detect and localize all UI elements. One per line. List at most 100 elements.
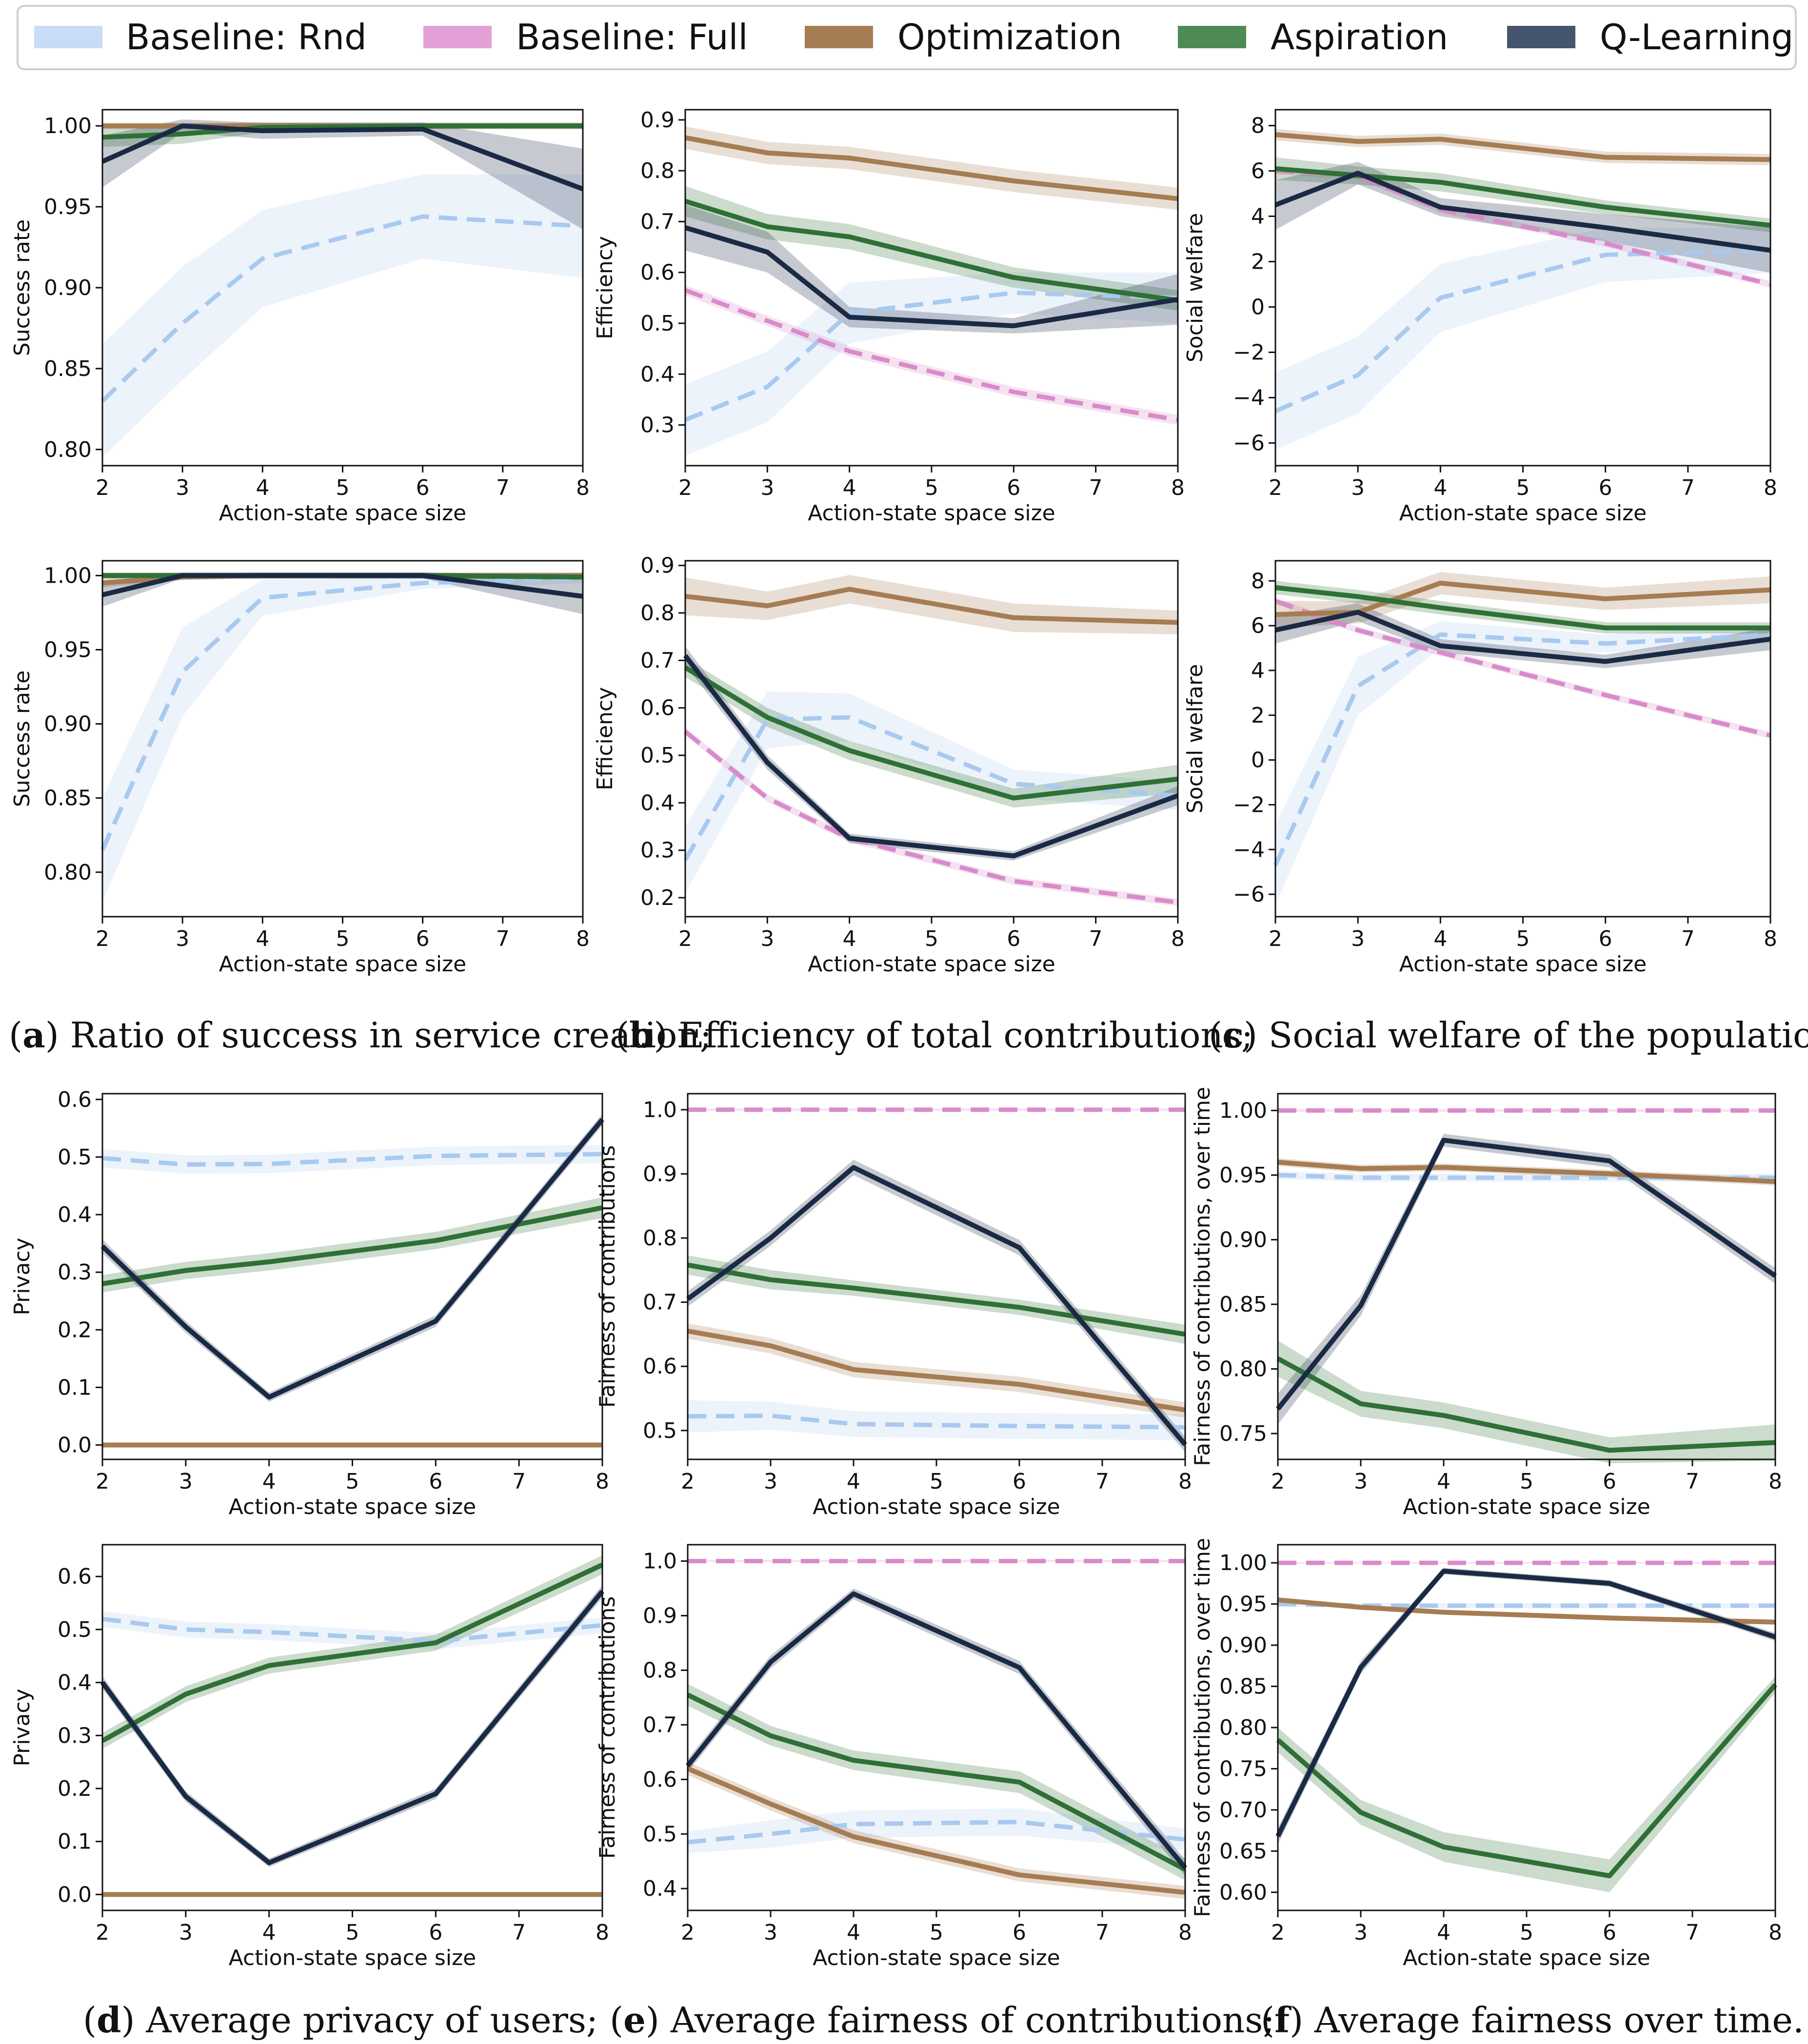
series-line-opt <box>1277 1160 1776 1184</box>
series-line-rnd <box>684 290 1178 422</box>
x-tick-label: 5 <box>1520 1469 1533 1494</box>
y-axis-label: Success rate <box>10 670 35 807</box>
chart-panel-6: 2 3 4 5 6 7 8 −6 −4 −2 0 2 4 6 8 Action-state space siz… <box>1183 560 1777 977</box>
y-tick-label: 0.60 <box>1219 1880 1267 1905</box>
chart-panel-4: 2 3 4 5 6 7 8 0.80 0.85 0.90 0.95 1.00 Action-state … <box>10 560 590 977</box>
x-axis-label: Action-state space size <box>1399 952 1647 977</box>
y-tick-label: 0.0 <box>58 1882 92 1907</box>
y-tick-label: 0.75 <box>1219 1421 1267 1446</box>
y-tick-label: 0.85 <box>44 786 92 811</box>
y-tick-label: 0.65 <box>1219 1839 1267 1864</box>
x-tick-label: 8 <box>1764 926 1777 951</box>
series-line-rnd <box>1274 248 1771 413</box>
band-ql <box>1275 603 1770 668</box>
y-tick-label: 0.80 <box>44 437 92 462</box>
caption-a: (a) Ratio of success in service creation… <box>9 1014 712 1056</box>
band-rnd <box>102 174 583 458</box>
plot-area <box>102 1094 602 1459</box>
x-tick-label: 8 <box>1768 1920 1782 1945</box>
y-tick-label: 0.4 <box>643 1876 677 1901</box>
y-tick-label: 0.8 <box>643 1658 677 1683</box>
series-line-ql <box>1274 171 1771 253</box>
x-tick-label: 4 <box>847 1469 860 1494</box>
x-tick-label: 8 <box>576 926 590 951</box>
y-axis-label: Social welfare <box>1183 664 1208 813</box>
x-tick-label: 4 <box>1433 926 1447 951</box>
x-tick-label: 5 <box>336 475 350 500</box>
y-tick-label: 1.00 <box>44 563 92 588</box>
band-ql <box>102 119 583 230</box>
panels: 2 3 4 5 6 7 80.800.850.900.951.00Action-state … <box>10 108 1782 1970</box>
y-tick-label: 0.5 <box>640 743 675 768</box>
x-tick-label: 2 <box>681 1920 695 1945</box>
x-tick-label: 6 <box>429 1920 442 1945</box>
x-tick-label: 5 <box>1516 475 1530 500</box>
x-tick-label: 3 <box>1354 1920 1368 1945</box>
y-tick-label: 8 <box>1251 569 1265 593</box>
x-tick-label: 6 <box>1013 1469 1026 1494</box>
y-tick-label: 0.7 <box>643 1712 677 1737</box>
series-line-asp <box>684 665 1178 801</box>
x-tick-label: 2 <box>96 475 109 500</box>
x-tick-label: 4 <box>1437 1469 1450 1494</box>
y-tick-label: 0.90 <box>44 712 92 737</box>
series-line-opt <box>687 1328 1186 1413</box>
x-tick-label: 6 <box>1599 926 1612 951</box>
caption-e: (e) Average fairness of contributions; <box>610 1999 1275 2041</box>
y-tick-label: 0 <box>1251 748 1265 773</box>
y-tick-label: 0.6 <box>640 696 675 721</box>
x-axis-label: Action-state space size <box>813 1946 1060 1970</box>
x-tick-label: 5 <box>1516 926 1530 951</box>
y-tick-label: 0.0 <box>58 1433 92 1457</box>
y-tick-label: 0.80 <box>44 860 92 885</box>
y-tick-label: 0.2 <box>640 885 675 910</box>
x-tick-label: 2 <box>1271 1920 1285 1945</box>
y-tick-label: 0.80 <box>1219 1715 1267 1740</box>
series-line-rnd <box>1273 632 1771 866</box>
x-tick-label: 8 <box>1171 926 1185 951</box>
y-tick-label: 0.7 <box>643 1290 677 1315</box>
x-tick-label: 3 <box>764 1469 777 1494</box>
y-axis-label: Fairness of contributions <box>595 1145 620 1408</box>
y-tick-label: 0.75 <box>1219 1756 1267 1781</box>
x-tick-label: 2 <box>681 1469 695 1494</box>
series-line-ql <box>101 123 584 192</box>
x-tick-label: 4 <box>843 475 856 500</box>
plot-area <box>1278 1094 1775 1459</box>
y-axis-label: Privacy <box>10 1689 35 1766</box>
x-tick-label: 5 <box>346 1469 359 1494</box>
x-tick-label: 5 <box>925 926 938 951</box>
x-tick-label: 8 <box>1178 1469 1192 1494</box>
y-tick-label: 0.9 <box>640 553 675 578</box>
series-line-ql <box>1274 609 1771 664</box>
y-tick-label: −4 <box>1233 386 1265 411</box>
x-tick-label: 2 <box>96 1469 109 1494</box>
series-line-rnd <box>683 715 1178 861</box>
series-line-full <box>684 288 1178 422</box>
y-tick-label: 6 <box>1251 159 1265 184</box>
y-tick-label: 0.5 <box>58 1145 92 1170</box>
y-tick-label: 1.00 <box>1219 1551 1267 1575</box>
y-tick-label: 0.6 <box>58 1564 92 1589</box>
band-asp <box>685 186 1178 311</box>
x-tick-label: 4 <box>262 1469 276 1494</box>
series-line-asp <box>686 1692 1187 1872</box>
caption-e-text: Average fairness of contributions; <box>659 2000 1275 2041</box>
x-tick-label: 3 <box>1351 475 1365 500</box>
x-tick-label: 5 <box>346 1920 359 1945</box>
series-line-opt <box>1277 1597 1776 1625</box>
y-tick-label: −2 <box>1233 792 1265 817</box>
band-rnd <box>102 1145 602 1174</box>
chart-panel-8: 2 3 4 5 6 7 8 0.5 0.6 0.7 0.8 0.9 1.0 Action-state sp… <box>595 1093 1192 1519</box>
caption-f-text: Average fairness over time. <box>1303 2000 1804 2041</box>
y-tick-label: 8 <box>1251 114 1265 138</box>
x-tick-label: 7 <box>512 1920 526 1945</box>
y-tick-label: −4 <box>1233 837 1265 862</box>
x-tick-label: 5 <box>336 926 350 951</box>
y-tick-label: 0.6 <box>640 260 675 285</box>
y-tick-label: 6 <box>1251 613 1265 638</box>
x-axis-label: Action-state space size <box>813 1494 1060 1519</box>
y-tick-label: −2 <box>1233 340 1265 365</box>
x-tick-label: 6 <box>1603 1469 1616 1494</box>
x-tick-label: 6 <box>1007 475 1020 500</box>
